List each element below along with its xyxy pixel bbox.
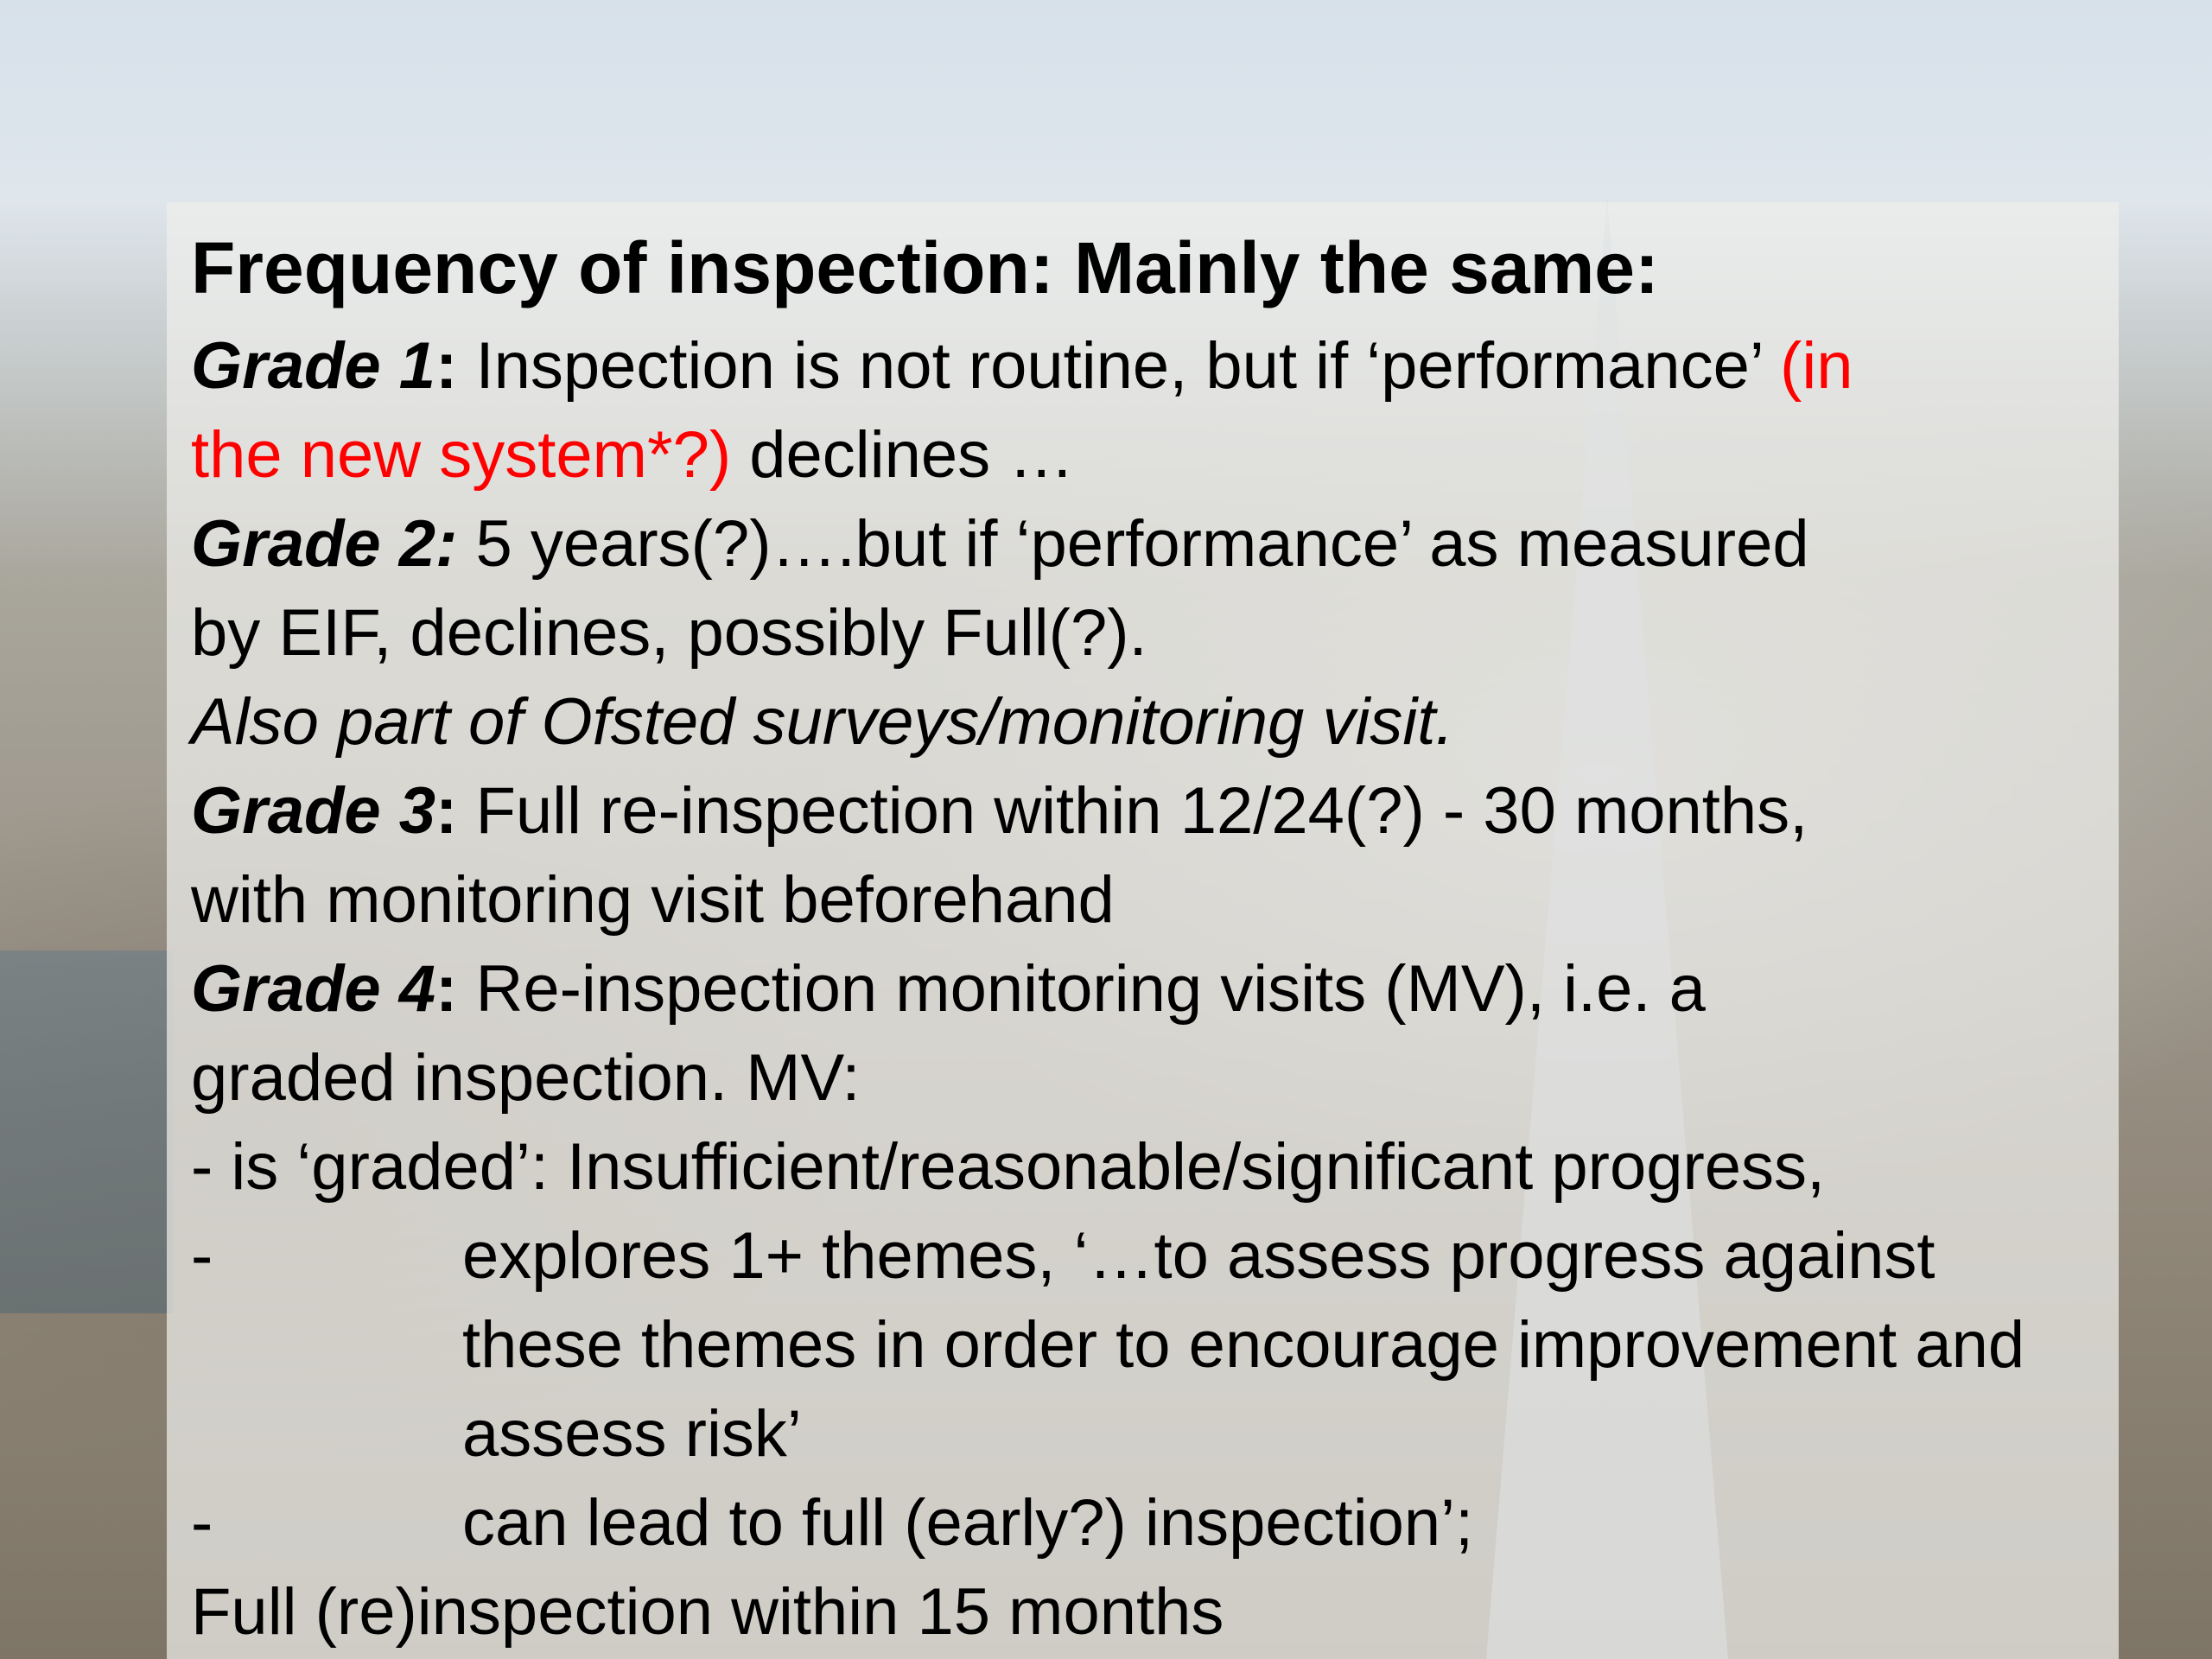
grade3-colon: : [435,774,458,848]
river-background [0,950,173,1313]
grade4-line: Grade 4: Re-inspection monitoring visits… [191,957,1706,1022]
bullet-dash: - [191,1219,213,1293]
grade2-label: Grade 2: [191,507,458,581]
grade2-line-2: by EIF, declines, possibly Full(?). [191,596,1147,670]
footer-line: Full (re)inspection within 15 months [191,1575,1224,1649]
bullet-lead: - can lead to full (early?) inspection’; [191,1491,1473,1556]
text-panel [167,202,2119,1659]
grade4-label: Grade 4 [191,952,436,1026]
grade1-line-2: the new system*?) declines … [191,423,1074,488]
bullet-explores: - explores 1+ themes, ‘…to assess progres… [191,1224,1936,1289]
grade3-text: Full re-inspection within 12/24(?) - 30 … [457,774,1808,848]
slide-title: Frequency of inspection: Mainly the same… [191,227,1659,308]
grade1-text-2: declines … [731,418,1075,492]
bullet-graded: - is ‘graded’: Insufficient/reasonable/s… [191,1130,1826,1204]
grade2-line: Grade 2: 5 years(?)….but if ‘performance… [191,512,1809,577]
grade1-red-text-2: the new system*?) [191,418,732,492]
grade3-label: Grade 3 [191,774,436,848]
grade1-colon: : [435,329,458,403]
grade4-colon: : [435,952,458,1026]
grade1-text: Inspection is not routine, but if ‘perfo… [457,329,1781,403]
grade1-red-text: (in [1780,329,1853,403]
grade3-line: Grade 3: Full re-inspection within 12/24… [191,779,1808,844]
bullet-explores-text-3: assess risk’ [462,1397,802,1471]
grade2-note: Also part of Ofsted surveys/monitoring v… [191,685,1454,759]
bullet-dash: - [191,1486,213,1560]
grade3-line-2: with monitoring visit beforehand [191,863,1115,937]
bullet-explores-text-2: these themes in order to encourage impro… [462,1308,2025,1382]
grade1-label: Grade 1 [191,329,436,403]
grade4-text: Re-inspection monitoring visits (MV), i.… [457,952,1706,1026]
bullet-lead-text: can lead to full (early?) inspection’; [462,1486,1474,1560]
bullet-explores-text: explores 1+ themes, ‘…to assess progress… [462,1219,1936,1293]
grade1-line: Grade 1: Inspection is not routine, but … [191,334,1853,399]
grade4-line-2: graded inspection. MV: [191,1041,861,1115]
grade2-text: 5 years(?)….but if ‘performance’ as meas… [457,507,1809,581]
